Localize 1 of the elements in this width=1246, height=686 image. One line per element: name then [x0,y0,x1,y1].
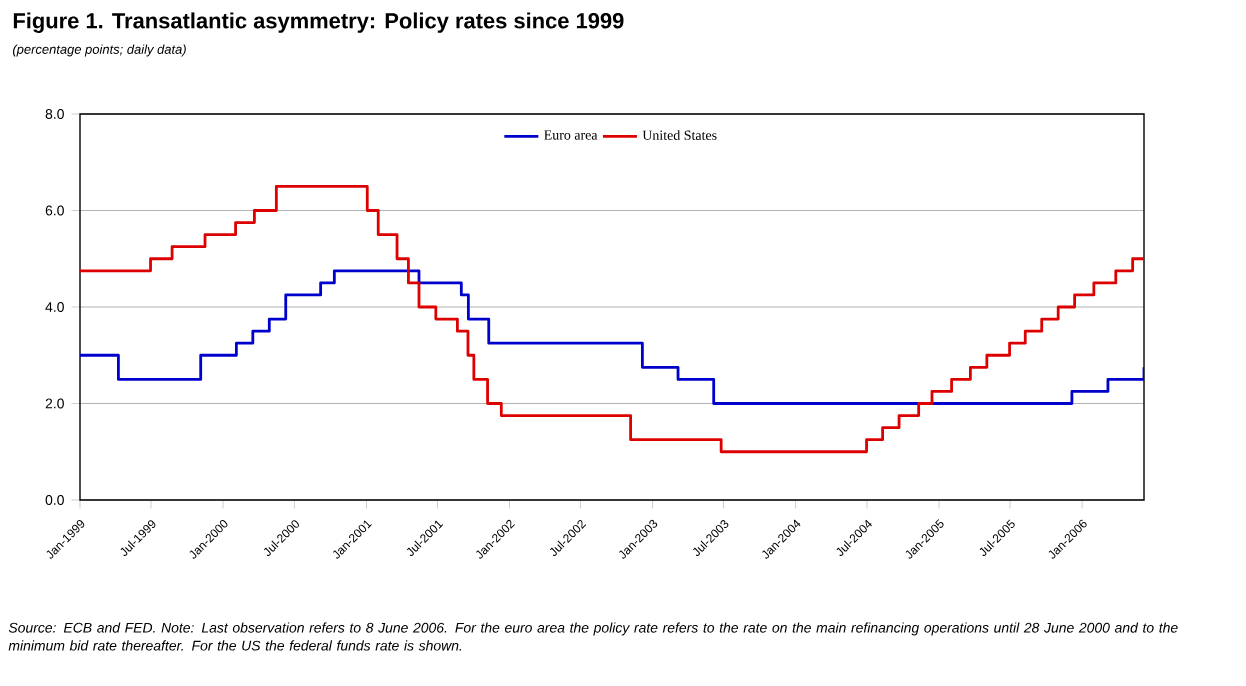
chart-title: Figure 1. Transatlantic asymmetry: Policy rates since 1999 [13,12,624,33]
